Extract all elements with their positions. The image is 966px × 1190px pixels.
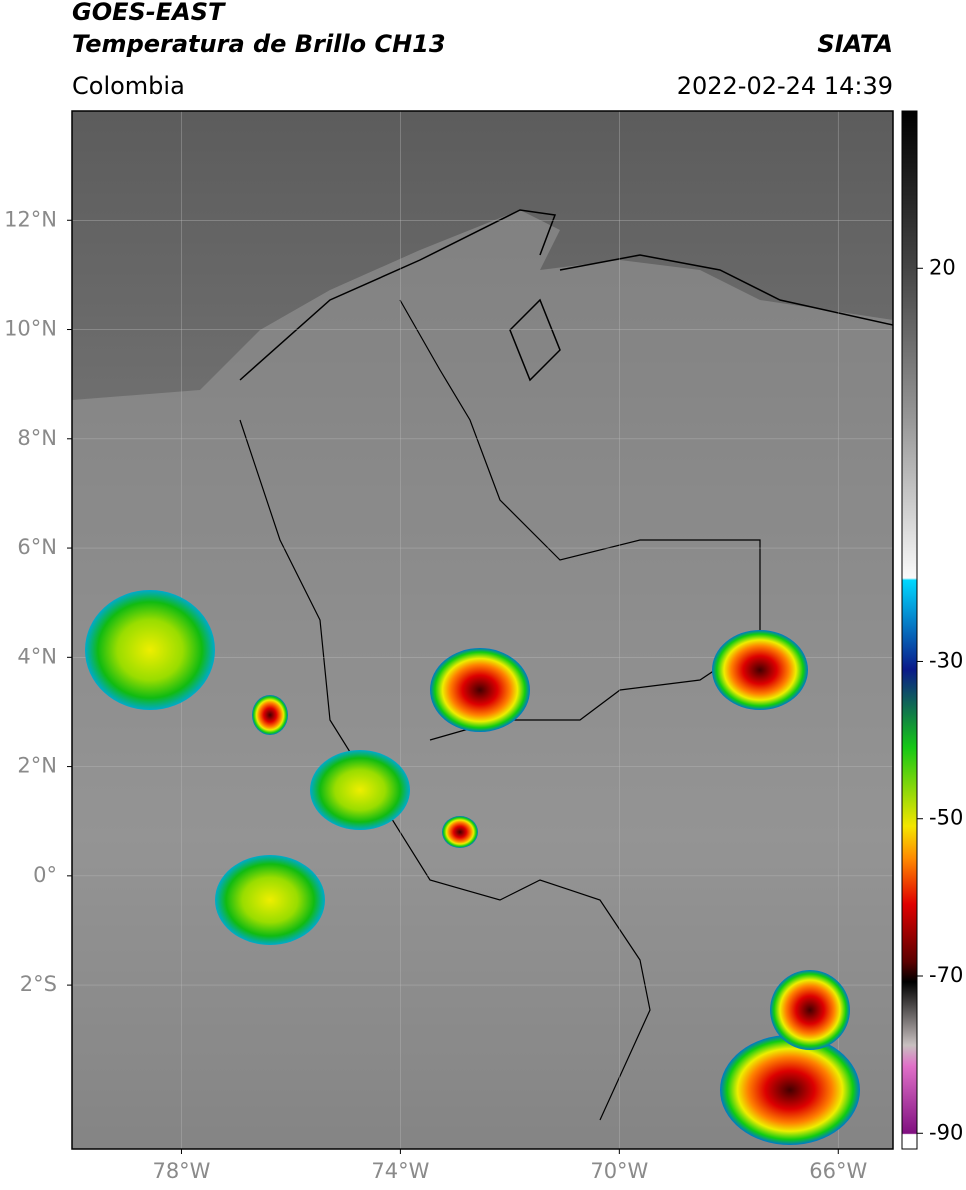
cloud	[442, 816, 478, 848]
x-tick-label: 78°W	[152, 1159, 210, 1183]
cloud	[712, 630, 808, 710]
colorbar	[901, 110, 918, 1150]
cloud	[215, 855, 325, 945]
region: Colombia	[72, 72, 185, 100]
colorbar-tick-label: 20	[929, 255, 956, 279]
cloud	[85, 590, 215, 710]
y-tick-label: 2°S	[20, 972, 57, 996]
y-tick-label: 4°N	[17, 644, 57, 668]
cloud	[770, 970, 850, 1050]
source: SIATA	[817, 30, 893, 58]
cloud	[430, 648, 530, 732]
datetime: 2022-02-24 14:39	[677, 72, 893, 100]
colorbar-tick-label: -30	[929, 648, 963, 672]
y-tick-label: 0°	[33, 863, 57, 887]
x-tick-label: 74°W	[371, 1159, 429, 1183]
cloud	[720, 1035, 860, 1145]
cloud	[310, 750, 410, 830]
y-tick-label: 10°N	[4, 317, 57, 341]
title-line2: Temperatura de Brillo CH13	[72, 30, 446, 58]
cloud	[252, 695, 288, 735]
y-tick-label: 6°N	[17, 535, 57, 559]
colorbar-tick-label: -50	[929, 806, 963, 830]
coastline	[239, 209, 893, 382]
map	[72, 111, 893, 1149]
y-tick-label: 12°N	[4, 207, 57, 231]
y-tick-label: 2°N	[17, 754, 57, 778]
title-line1: GOES-EAST	[72, 0, 226, 26]
x-tick-label: 66°W	[809, 1159, 867, 1183]
y-tick-label: 8°N	[17, 426, 57, 450]
colorbar-tick-label: -90	[929, 1120, 963, 1144]
borders	[239, 299, 761, 1121]
colorbar-tick-label: -70	[929, 963, 963, 987]
map-frame	[71, 110, 894, 1150]
x-tick-label: 70°W	[590, 1159, 648, 1183]
